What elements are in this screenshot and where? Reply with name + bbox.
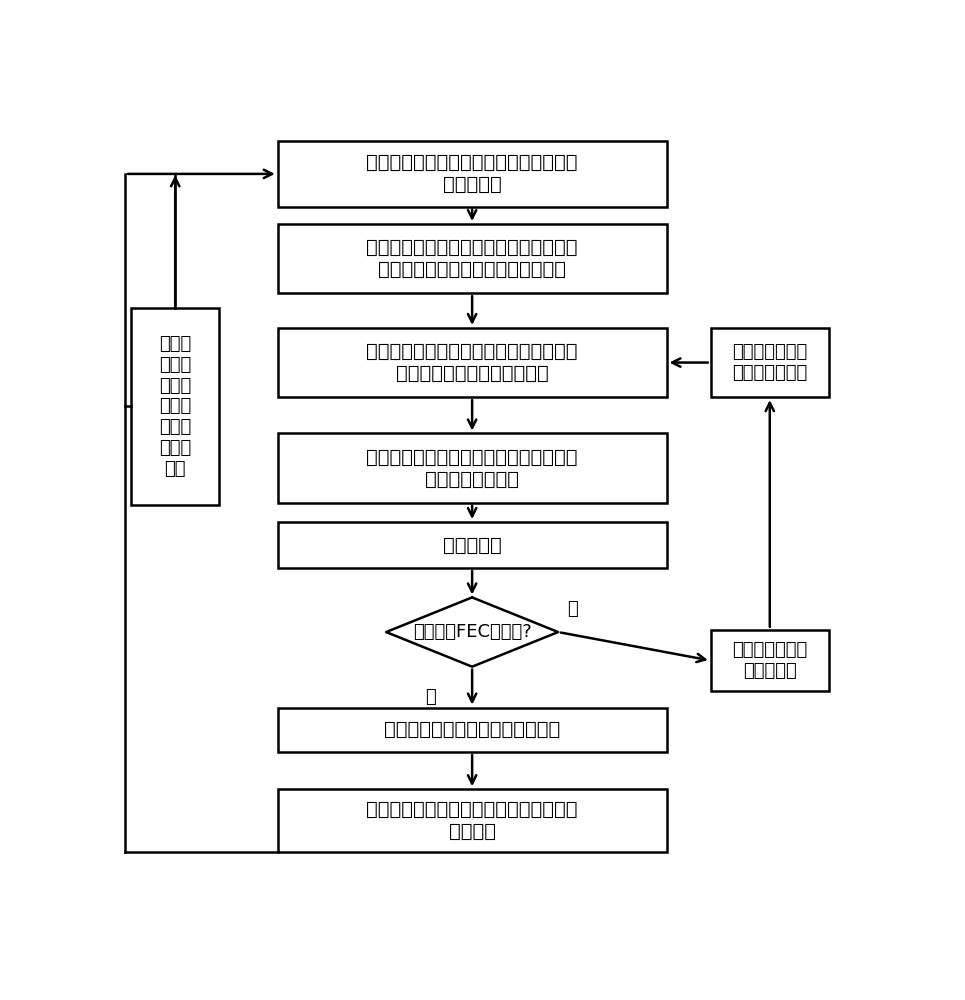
Bar <box>278 141 667 207</box>
Bar <box>278 328 667 397</box>
Text: 接收端采用光线传感器阵列对发送端的屏
幕亮度进行采样，得到光信号: 接收端采用光线传感器阵列对发送端的屏 幕亮度进行采样，得到光信号 <box>367 342 578 383</box>
Polygon shape <box>386 597 558 667</box>
Bar <box>278 522 667 568</box>
Text: 发送端将原始数据编码为由不同亮度等级
组成的序列: 发送端将原始数据编码为由不同亮度等级 组成的序列 <box>367 153 578 194</box>
Bar <box>131 308 219 505</box>
Bar <box>278 789 667 852</box>
Bar <box>278 708 667 752</box>
Text: 将解码得到的数据传送给应用程序: 将解码得到的数据传送给应用程序 <box>384 720 561 739</box>
Text: 发送端以光信号
方式重传数据块: 发送端以光信号 方式重传数据块 <box>732 343 808 382</box>
Text: 接收端通知发送
端重传数据: 接收端通知发送 端重传数据 <box>732 641 808 680</box>
Text: 否: 否 <box>567 600 578 618</box>
Bar <box>710 630 829 691</box>
Text: 是否能被FEC码纠错?: 是否能被FEC码纠错? <box>413 623 532 641</box>
Text: 接收端解码: 接收端解码 <box>443 536 502 555</box>
Text: 发送端按照亮度等级序列，显示对应亮度
的屏幕帧，并以光信号形式发送出去: 发送端按照亮度等级序列，显示对应亮度 的屏幕帧，并以光信号形式发送出去 <box>367 238 578 279</box>
Text: 接收端统计比特错误率，用于速率自适应
调整机制: 接收端统计比特错误率，用于速率自适应 调整机制 <box>367 800 578 841</box>
Bar <box>278 433 667 503</box>
Text: 接收端
通知发
送端调
整编码
所用的
亮度等
级数: 接收端 通知发 送端调 整编码 所用的 亮度等 级数 <box>159 335 191 478</box>
Text: 是: 是 <box>426 688 436 706</box>
Text: 接收端对采样得到的光信号进行异常点去
除，并补偿光信号: 接收端对采样得到的光信号进行异常点去 除，并补偿光信号 <box>367 448 578 489</box>
Bar <box>710 328 829 397</box>
Bar <box>278 224 667 293</box>
